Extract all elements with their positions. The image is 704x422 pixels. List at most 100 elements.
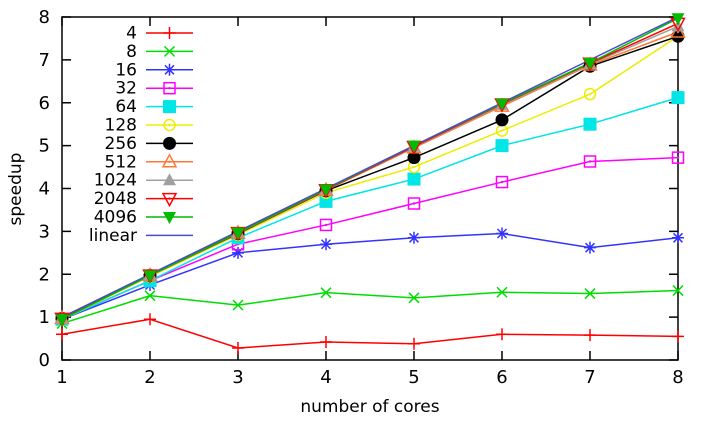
marker-plus [232, 341, 244, 354]
legend-entry-64: 64 [115, 97, 193, 117]
marker-square-filled [163, 100, 176, 114]
x-tick-label: 5 [408, 367, 419, 388]
legend-entry-linear: linear [89, 226, 193, 246]
legend-label: 512 [105, 152, 137, 172]
marker-square-open [407, 197, 421, 210]
legend-label: 4096 [94, 208, 137, 228]
legend-entry-512: 512 [105, 152, 193, 172]
marker-asterisk [320, 238, 332, 251]
series-line-64 [61, 96, 679, 320]
legend-label: 64 [115, 97, 137, 117]
marker-cross [584, 288, 596, 300]
marker-plus [496, 328, 508, 341]
series-markers-4 [56, 313, 684, 354]
marker-cross [163, 45, 176, 57]
series-line-linear [61, 16, 679, 318]
marker-circle-filled [407, 151, 421, 165]
series-line-16 [61, 232, 679, 320]
series-line-128 [61, 35, 679, 320]
marker-triangle-up-filled [163, 173, 176, 186]
legend-entry-32: 32 [115, 79, 193, 99]
y-tick-label: 6 [39, 93, 50, 114]
legend-label: 256 [105, 134, 137, 154]
marker-dot [676, 156, 680, 159]
marker-dot [168, 87, 171, 90]
marker-circle-open [163, 118, 176, 132]
x-tick-label: 8 [672, 367, 683, 388]
legend-label: 32 [115, 79, 137, 99]
marker-triangle-down-filled [495, 98, 509, 111]
marker-asterisk [672, 231, 684, 244]
x-tick-label: 3 [232, 367, 243, 388]
marker-triangle-down-open [161, 192, 178, 208]
marker-triangle-down-filled [231, 227, 245, 240]
marker-triangle-down-filled [319, 184, 333, 197]
marker-asterisk [232, 246, 244, 259]
marker-plus [144, 313, 156, 326]
series-line-32 [61, 156, 679, 320]
series-line-4 [61, 318, 679, 349]
x-tick-label: 4 [320, 367, 331, 388]
marker-triangle-down-filled [163, 212, 176, 224]
legend-label: linear [89, 226, 137, 246]
marker-asterisk [163, 63, 176, 76]
legend-label: 16 [115, 60, 137, 80]
marker-plus [408, 337, 420, 350]
marker-square-open [671, 151, 685, 164]
y-tick-label: 7 [39, 50, 50, 71]
marker-triangle-up-open [161, 153, 178, 168]
legend-label: 4 [126, 24, 137, 44]
marker-plus [672, 330, 684, 343]
ticks [61, 16, 679, 361]
marker-square-filled [671, 91, 685, 105]
y-axis-label: speedup [6, 152, 26, 226]
legend-entry-8: 8 [126, 42, 193, 62]
y-tick-label: 5 [39, 136, 50, 157]
marker-dot [588, 92, 592, 96]
marker-triangle-down-filled [143, 270, 157, 283]
marker-cross [496, 286, 508, 298]
marker-square-filled [583, 117, 597, 131]
marker-plus [163, 27, 176, 39]
marker-dot [168, 123, 171, 127]
legend-entry-16: 16 [115, 60, 193, 80]
marker-plus [320, 335, 332, 348]
marker-square-open [163, 81, 176, 95]
marker-asterisk [408, 231, 420, 244]
marker-plus [584, 329, 596, 342]
y-tick-label: 1 [39, 307, 50, 328]
y-tick-label: 8 [39, 7, 50, 28]
marker-square-filled [407, 172, 421, 186]
legend-entry-1024: 1024 [94, 171, 193, 191]
series-line-8 [61, 289, 679, 325]
marker-triangle-down-filled [671, 13, 685, 26]
x-tick-label: 6 [496, 367, 507, 388]
marker-triangle-down-filled [55, 314, 69, 327]
marker-square-open [583, 155, 597, 168]
series-markers-32 [55, 151, 685, 326]
marker-square-open [495, 175, 509, 189]
marker-dot [412, 202, 416, 205]
marker-dot [500, 129, 504, 132]
series-lines [61, 16, 679, 349]
marker-cross [232, 299, 244, 311]
series-markers-8 [56, 285, 684, 330]
x-axis-label: number of cores [300, 397, 440, 417]
marker-triangle-up-filled [671, 19, 685, 32]
series-markers-4096 [55, 13, 685, 327]
x-tick-label: 1 [56, 367, 67, 388]
marker-dot [412, 165, 416, 169]
legend-label: 1024 [94, 171, 137, 191]
marker-circle-open [583, 87, 597, 101]
legend-entry-2048: 2048 [94, 189, 193, 209]
legend-entry-4: 4 [126, 24, 193, 44]
marker-dot [168, 197, 171, 200]
y-tick-label: 0 [39, 350, 50, 371]
legend-entry-256: 256 [105, 134, 193, 154]
marker-triangle-down-filled [407, 140, 421, 153]
x-tick-label: 2 [144, 367, 155, 388]
marker-cross [144, 290, 156, 302]
marker-dot [588, 160, 592, 163]
